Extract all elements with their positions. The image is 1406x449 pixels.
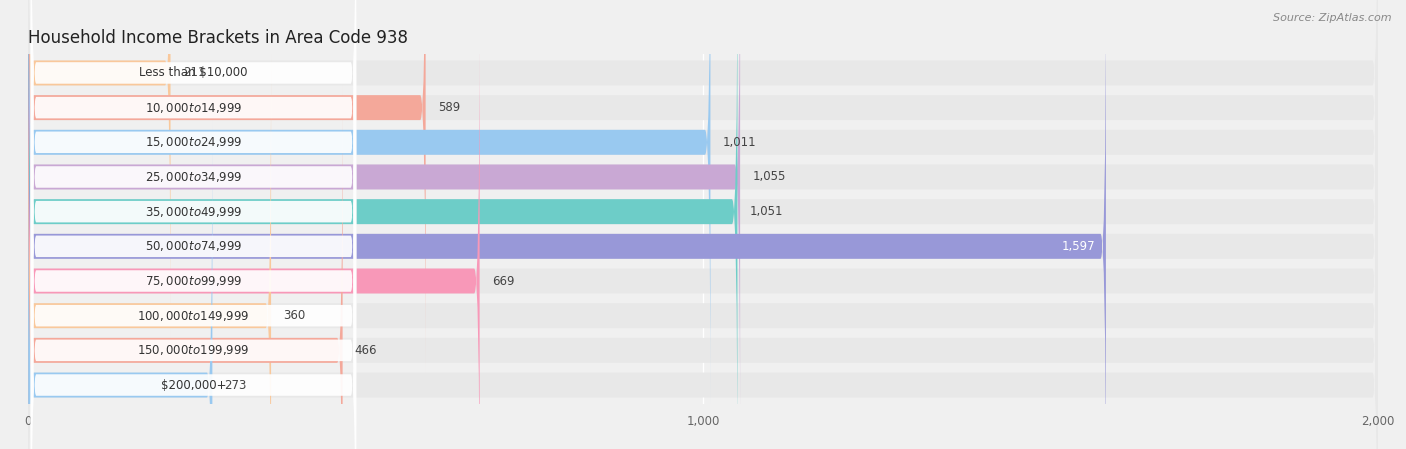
FancyBboxPatch shape bbox=[28, 120, 1378, 449]
FancyBboxPatch shape bbox=[28, 0, 1378, 373]
Text: 466: 466 bbox=[354, 344, 377, 357]
Text: 1,055: 1,055 bbox=[752, 171, 786, 184]
FancyBboxPatch shape bbox=[31, 0, 356, 444]
FancyBboxPatch shape bbox=[28, 85, 343, 449]
Text: $10,000 to $14,999: $10,000 to $14,999 bbox=[145, 101, 242, 114]
Text: $50,000 to $74,999: $50,000 to $74,999 bbox=[145, 239, 242, 253]
Text: Less than $10,000: Less than $10,000 bbox=[139, 66, 247, 79]
Text: $150,000 to $199,999: $150,000 to $199,999 bbox=[138, 343, 250, 357]
Text: Source: ZipAtlas.com: Source: ZipAtlas.com bbox=[1274, 13, 1392, 23]
FancyBboxPatch shape bbox=[28, 120, 212, 449]
Text: $35,000 to $49,999: $35,000 to $49,999 bbox=[145, 205, 242, 219]
FancyBboxPatch shape bbox=[28, 0, 737, 449]
FancyBboxPatch shape bbox=[28, 0, 740, 442]
Text: 360: 360 bbox=[283, 309, 305, 322]
FancyBboxPatch shape bbox=[28, 0, 170, 338]
FancyBboxPatch shape bbox=[28, 0, 1378, 338]
Text: $15,000 to $24,999: $15,000 to $24,999 bbox=[145, 135, 242, 150]
FancyBboxPatch shape bbox=[28, 85, 1378, 449]
FancyBboxPatch shape bbox=[31, 0, 356, 374]
FancyBboxPatch shape bbox=[28, 0, 1378, 442]
FancyBboxPatch shape bbox=[31, 119, 356, 449]
FancyBboxPatch shape bbox=[28, 16, 479, 449]
FancyBboxPatch shape bbox=[28, 0, 1378, 449]
Text: 1,597: 1,597 bbox=[1062, 240, 1095, 253]
FancyBboxPatch shape bbox=[31, 84, 356, 449]
FancyBboxPatch shape bbox=[28, 0, 1378, 449]
FancyBboxPatch shape bbox=[28, 0, 710, 407]
FancyBboxPatch shape bbox=[28, 16, 1378, 449]
FancyBboxPatch shape bbox=[28, 51, 1378, 449]
Text: 589: 589 bbox=[437, 101, 460, 114]
FancyBboxPatch shape bbox=[31, 49, 356, 449]
Text: 273: 273 bbox=[225, 379, 247, 392]
FancyBboxPatch shape bbox=[31, 0, 356, 449]
FancyBboxPatch shape bbox=[28, 0, 1378, 407]
FancyBboxPatch shape bbox=[31, 0, 356, 409]
FancyBboxPatch shape bbox=[31, 0, 356, 339]
Text: $25,000 to $34,999: $25,000 to $34,999 bbox=[145, 170, 242, 184]
FancyBboxPatch shape bbox=[28, 0, 1107, 449]
FancyBboxPatch shape bbox=[28, 51, 271, 449]
Text: Household Income Brackets in Area Code 938: Household Income Brackets in Area Code 9… bbox=[28, 29, 408, 47]
Text: $100,000 to $149,999: $100,000 to $149,999 bbox=[138, 308, 250, 323]
Text: 211: 211 bbox=[183, 66, 205, 79]
FancyBboxPatch shape bbox=[31, 14, 356, 449]
Text: $200,000+: $200,000+ bbox=[160, 379, 226, 392]
FancyBboxPatch shape bbox=[31, 0, 356, 449]
Text: 1,011: 1,011 bbox=[723, 136, 756, 149]
Text: 1,051: 1,051 bbox=[749, 205, 783, 218]
FancyBboxPatch shape bbox=[28, 0, 426, 373]
Text: 669: 669 bbox=[492, 274, 515, 287]
Text: $75,000 to $99,999: $75,000 to $99,999 bbox=[145, 274, 242, 288]
